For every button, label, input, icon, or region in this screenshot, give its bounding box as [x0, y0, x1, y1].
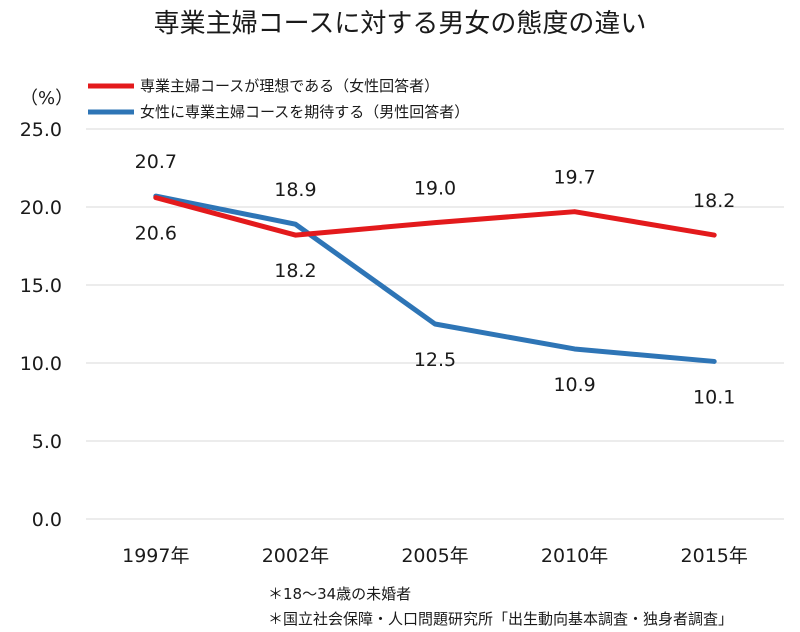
data-label-male: 10.9 [553, 374, 595, 396]
data-labels: 20.6 18.2 19.0 19.7 18.2 20.7 18.9 12.5 10.9 10.1 [135, 151, 736, 408]
chart-title: 専業主婦コースに対する男女の態度の違い [154, 9, 647, 39]
note-source: ＊国立社会保障・人口問題研究所「出生動向基本調査・独身者調査」 [268, 610, 733, 628]
data-label-female: 20.6 [135, 223, 177, 245]
y-tick-label: 25.0 [20, 119, 62, 141]
note-age-range: ＊18～34歳の未婚者 [268, 585, 411, 603]
y-tick-label: 15.0 [20, 275, 62, 297]
series-line-male [153, 193, 717, 364]
data-label-female: 19.7 [553, 167, 595, 189]
data-label-female: 18.2 [693, 190, 735, 212]
y-axis-ticks: 0.0 5.0 10.0 15.0 20.0 25.0 [20, 119, 62, 531]
x-axis-ticks: 1997年 2002年 2005年 2010年 2015年 [122, 545, 748, 567]
legend-label-male: 女性に専業主婦コースを期待する（男性回答者） [140, 103, 469, 121]
y-tick-label: 0.0 [32, 509, 62, 531]
legend: 専業主婦コースが理想である（女性回答者） 女性に専業主婦コースを期待する（男性回… [88, 77, 469, 121]
x-tick-label: 2010年 [541, 545, 608, 567]
x-tick-label: 1997年 [122, 545, 189, 567]
series-lines [153, 193, 717, 364]
data-label-male: 20.7 [135, 151, 177, 173]
y-tick-label: 10.0 [20, 353, 62, 375]
y-axis-unit: （%） [20, 88, 73, 109]
data-label-male: 18.9 [274, 179, 316, 201]
data-label-female: 18.2 [274, 260, 316, 282]
legend-label-female: 専業主婦コースが理想である（女性回答者） [140, 77, 439, 95]
x-tick-label: 2002年 [262, 545, 329, 567]
data-label-male: 12.5 [414, 349, 456, 371]
x-tick-label: 2015年 [681, 545, 748, 567]
data-label-male: 10.1 [693, 386, 735, 408]
y-tick-label: 20.0 [20, 197, 62, 219]
y-tick-label: 5.0 [32, 431, 62, 453]
x-tick-label: 2005年 [401, 545, 468, 567]
data-label-female: 19.0 [414, 178, 456, 200]
series-line-female [153, 195, 717, 238]
